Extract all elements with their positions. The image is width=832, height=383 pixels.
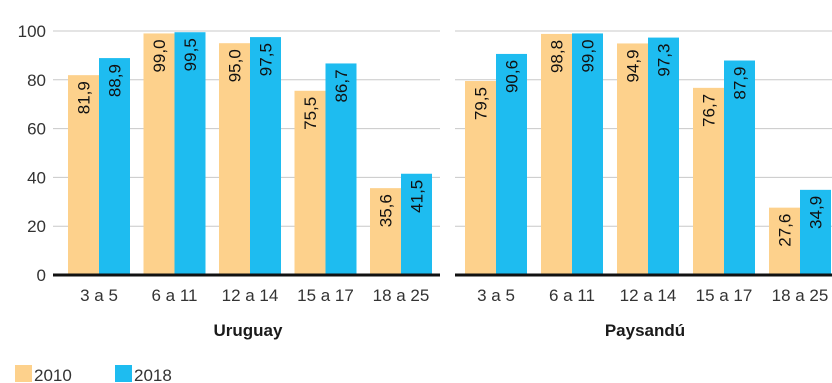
value-label: 27,6: [776, 214, 795, 247]
category-label: 15 a 17: [696, 286, 753, 305]
bar-2018-uruguay: [401, 173, 432, 275]
bar-2018-paysandu: [496, 53, 527, 275]
y-tick-label: 60: [27, 120, 46, 139]
legend-label-2010: 2010: [34, 366, 72, 383]
bar-2018-uruguay: [99, 58, 130, 275]
value-label: 81,9: [75, 81, 94, 114]
bar-2010-paysandu: [541, 33, 572, 275]
value-label: 35,6: [377, 194, 396, 227]
value-label: 98,8: [548, 40, 567, 73]
value-label: 75,5: [301, 97, 320, 130]
category-label: 12 a 14: [222, 286, 279, 305]
bar-2010-paysandu: [465, 81, 496, 276]
bar-2018-uruguay: [250, 37, 281, 275]
bar-2010-paysandu: [693, 87, 724, 276]
value-label: 79,5: [472, 87, 491, 120]
value-label: 97,5: [257, 43, 276, 76]
bar-2018-paysandu: [800, 189, 831, 275]
value-labels: 81,9 88,9 99,0 99,5 95,0 97,5 75,5 86,7 35,6 41,5…: [75, 38, 826, 247]
y-tick-label: 40: [27, 168, 46, 187]
panel-title: Paysandú: [605, 321, 685, 340]
category-label: 6 a 11: [549, 286, 595, 305]
bar-2010-uruguay: [219, 43, 250, 276]
value-label: 34,9: [807, 196, 826, 229]
legend-label-2018: 2018: [134, 366, 172, 383]
legend: 2010 2018: [15, 365, 172, 383]
bar-2018-uruguay: [325, 63, 357, 276]
bar-2010-uruguay: [143, 33, 175, 275]
value-label: 76,7: [700, 94, 719, 127]
value-label: 99,0: [579, 39, 598, 72]
category-label: 12 a 14: [620, 286, 677, 305]
value-label: 95,0: [226, 49, 245, 82]
bars: [68, 32, 831, 276]
bar-2010-paysandu: [617, 43, 648, 275]
panel-title: Uruguay: [214, 321, 284, 340]
bar-2010-uruguay: [68, 75, 99, 275]
value-label: 41,5: [408, 180, 427, 213]
category-label: 15 a 17: [297, 286, 354, 305]
category-label: 3 a 5: [80, 286, 118, 305]
bar-2010-paysandu: [769, 207, 800, 275]
legend-swatch-2018: [115, 365, 132, 382]
bar-2018-paysandu: [572, 33, 603, 275]
category-label: 6 a 11: [151, 286, 197, 305]
bar-2018-uruguay: [174, 32, 206, 275]
value-label: 90,6: [503, 60, 522, 93]
value-label: 88,9: [106, 64, 125, 97]
y-tick-label: 0: [37, 266, 46, 285]
y-tick-label: 100: [18, 22, 46, 41]
category-label: 3 a 5: [477, 286, 515, 305]
value-label: 86,7: [332, 69, 351, 102]
value-label: 99,5: [181, 38, 200, 71]
bar-2010-uruguay: [294, 90, 326, 275]
legend-swatch-2010: [15, 365, 32, 382]
value-label: 97,3: [655, 44, 674, 77]
category-label: 18 a 25: [772, 286, 829, 305]
axis-text: 0 20 40 60 80 100 3 a 5 6 a 11 12 a 14 15 a 17 18 …: [18, 22, 829, 340]
bar-2010-uruguay: [370, 188, 401, 275]
bar-2018-paysandu: [724, 60, 755, 275]
category-label: 18 a 25: [373, 286, 430, 305]
y-tick-label: 20: [27, 217, 46, 236]
value-label: 99,0: [150, 39, 169, 72]
value-label: 87,9: [731, 67, 750, 100]
bar-2018-paysandu: [648, 37, 679, 276]
value-label: 94,9: [624, 49, 643, 82]
y-tick-label: 80: [27, 71, 46, 90]
